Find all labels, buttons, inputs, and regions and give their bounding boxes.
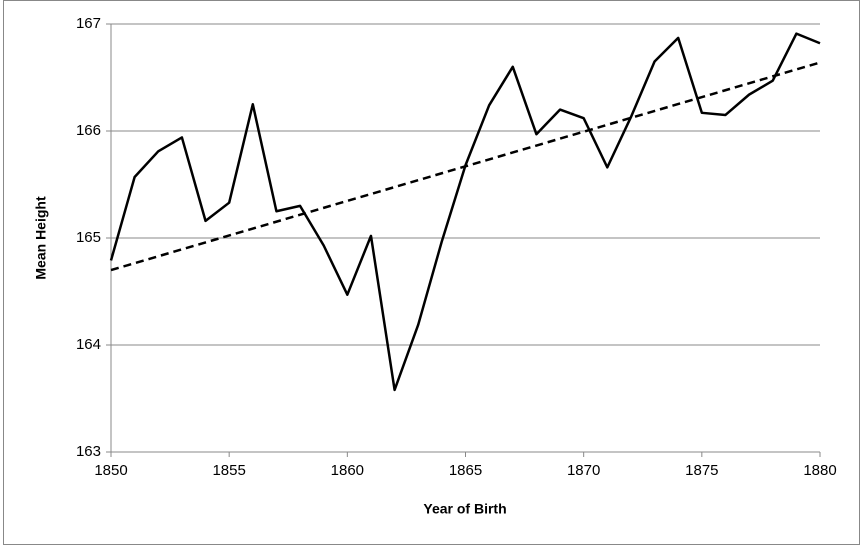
y-tick-label: 163 — [76, 443, 101, 460]
y-axis-title: Mean Height — [33, 196, 49, 280]
x-tick-label: 1870 — [567, 462, 600, 479]
x-tick-label: 1880 — [803, 462, 836, 479]
y-tick-label: 167 — [76, 15, 101, 32]
x-tick-label: 1875 — [685, 462, 718, 479]
y-tick-label: 164 — [76, 336, 101, 353]
chart-border — [3, 0, 860, 545]
y-tick-label: 165 — [76, 229, 101, 246]
y-tick-label: 166 — [76, 122, 101, 139]
x-tick-label: 1860 — [331, 462, 364, 479]
x-tick-label: 1855 — [212, 462, 245, 479]
x-axis-title: Year of Birth — [423, 501, 506, 517]
x-tick-label: 1850 — [94, 462, 127, 479]
trend-line — [110, 61, 821, 272]
x-tick-label: 1865 — [449, 462, 482, 479]
